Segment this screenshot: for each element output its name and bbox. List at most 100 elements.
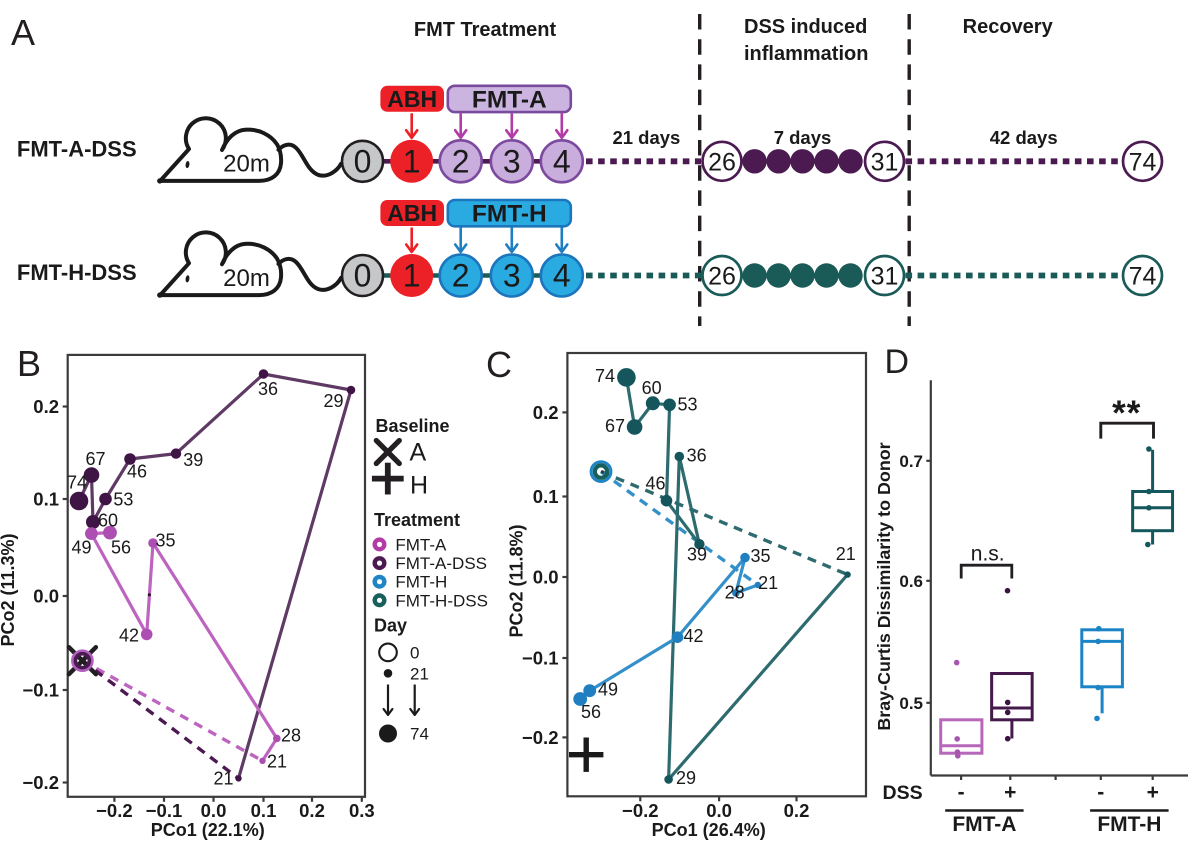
svg-text:−0.1: −0.1 [22, 680, 59, 701]
svg-text:21 days: 21 days [612, 127, 680, 148]
svg-text:−0.2: −0.2 [522, 727, 559, 748]
svg-text:**: ** [1112, 394, 1141, 433]
svg-text:74: 74 [1129, 148, 1157, 176]
svg-text:35: 35 [155, 531, 175, 551]
svg-text:35: 35 [750, 546, 770, 566]
svg-text:56: 56 [581, 702, 601, 722]
svg-text:−0.1: −0.1 [522, 648, 559, 669]
svg-text:53: 53 [677, 395, 697, 415]
svg-text:FMT-H: FMT-H [395, 573, 447, 592]
svg-text:36: 36 [687, 446, 707, 466]
svg-text:FMT-H-DSS: FMT-H-DSS [395, 591, 488, 610]
svg-text:-: - [958, 781, 965, 804]
svg-text:26: 26 [708, 263, 736, 291]
svg-text:-: - [1097, 781, 1104, 804]
svg-text:49: 49 [71, 538, 91, 558]
svg-text:Bray-Curtis Dissimilarity to D: Bray-Curtis Dissimilarity to Donor [874, 442, 894, 730]
svg-text:FMT Treatment: FMT Treatment [414, 19, 557, 41]
svg-text:4: 4 [553, 143, 571, 179]
svg-text:42 days: 42 days [990, 127, 1058, 148]
svg-text:ABH: ABH [387, 200, 437, 226]
svg-text:FMT-A-DSS: FMT-A-DSS [17, 137, 137, 162]
svg-text:74: 74 [67, 473, 87, 493]
svg-text:20m: 20m [223, 265, 270, 292]
svg-text:29: 29 [676, 768, 696, 788]
svg-text:n.s.: n.s. [971, 543, 1005, 566]
svg-text:−0.2: −0.2 [96, 800, 133, 821]
svg-text:ABH: ABH [387, 86, 437, 112]
svg-text:0.6: 0.6 [899, 572, 923, 591]
svg-text:FMT-A: FMT-A [952, 813, 1016, 836]
svg-text:0.0: 0.0 [533, 567, 559, 588]
svg-text:4: 4 [553, 258, 571, 294]
svg-text:DSS induced: DSS induced [744, 16, 867, 38]
svg-text:56: 56 [111, 538, 131, 558]
svg-text:PCo1 (22.1%): PCo1 (22.1%) [151, 820, 265, 840]
svg-text:74: 74 [595, 366, 615, 386]
svg-text:1: 1 [403, 143, 421, 179]
svg-text:FMT-A-DSS: FMT-A-DSS [395, 554, 487, 573]
svg-text:FMT-H: FMT-H [472, 201, 547, 228]
svg-text:0.7: 0.7 [899, 452, 923, 471]
svg-text:inflammation: inflammation [744, 43, 868, 65]
svg-text:DSS: DSS [883, 782, 923, 804]
svg-text:H: H [410, 472, 428, 500]
svg-text:21: 21 [758, 573, 778, 593]
svg-text:39: 39 [183, 450, 203, 470]
svg-text:36: 36 [258, 379, 278, 399]
svg-text:0.3: 0.3 [349, 800, 375, 821]
svg-text:0.0: 0.0 [33, 586, 59, 607]
svg-text:28: 28 [725, 583, 745, 603]
svg-text:0.2: 0.2 [533, 402, 559, 423]
svg-text:31: 31 [871, 148, 899, 176]
svg-text:3: 3 [503, 258, 521, 294]
svg-text:46: 46 [127, 462, 147, 482]
svg-text:21: 21 [213, 769, 233, 789]
svg-text:0.2: 0.2 [33, 396, 59, 417]
svg-text:31: 31 [871, 263, 899, 291]
svg-text:39: 39 [687, 545, 707, 565]
svg-text:FMT-A: FMT-A [395, 535, 447, 554]
svg-text:+: + [1004, 781, 1016, 804]
svg-text:Day: Day [374, 616, 407, 636]
svg-text:0.0: 0.0 [201, 800, 227, 821]
svg-text:0.5: 0.5 [899, 694, 923, 713]
svg-text:PCo2 (11.8%): PCo2 (11.8%) [507, 524, 527, 637]
svg-text:21: 21 [836, 544, 856, 564]
svg-text:1: 1 [403, 258, 421, 294]
svg-text:Baseline: Baseline [376, 416, 450, 436]
svg-text:2: 2 [452, 258, 470, 294]
svg-text:0.1: 0.1 [251, 800, 277, 821]
svg-text:2: 2 [452, 143, 470, 179]
svg-text:60: 60 [98, 511, 118, 531]
svg-text:PCo1 (26.4%): PCo1 (26.4%) [652, 820, 766, 840]
svg-text:0.1: 0.1 [533, 486, 559, 507]
svg-text:53: 53 [113, 490, 133, 510]
svg-text:Recovery: Recovery [963, 16, 1054, 38]
svg-text:26: 26 [708, 148, 736, 176]
svg-text:67: 67 [85, 449, 105, 469]
svg-text:74: 74 [1129, 263, 1157, 291]
svg-text:74: 74 [410, 725, 429, 744]
svg-text:0: 0 [354, 258, 372, 294]
svg-text:20m: 20m [223, 151, 270, 178]
svg-text:3: 3 [503, 143, 521, 179]
svg-text:FMT-H-DSS: FMT-H-DSS [17, 260, 137, 285]
svg-text:−0.2: −0.2 [622, 800, 659, 821]
svg-text:21: 21 [410, 665, 429, 684]
svg-text:0.2: 0.2 [299, 800, 325, 821]
svg-text:21: 21 [267, 752, 287, 772]
svg-text:7 days: 7 days [774, 127, 832, 148]
svg-text:67: 67 [605, 416, 625, 436]
svg-text:42: 42 [683, 626, 703, 646]
svg-text:0: 0 [354, 143, 372, 179]
svg-text:+: + [1147, 781, 1159, 804]
svg-text:B: B [17, 343, 41, 384]
svg-text:42: 42 [119, 626, 139, 646]
svg-text:A: A [410, 439, 427, 467]
svg-text:−0.2: −0.2 [22, 772, 59, 793]
svg-text:D: D [885, 343, 910, 381]
svg-text:0: 0 [410, 644, 419, 663]
svg-text:PCo2 (11.3%): PCo2 (11.3%) [0, 533, 18, 646]
svg-text:0.0: 0.0 [706, 800, 732, 821]
